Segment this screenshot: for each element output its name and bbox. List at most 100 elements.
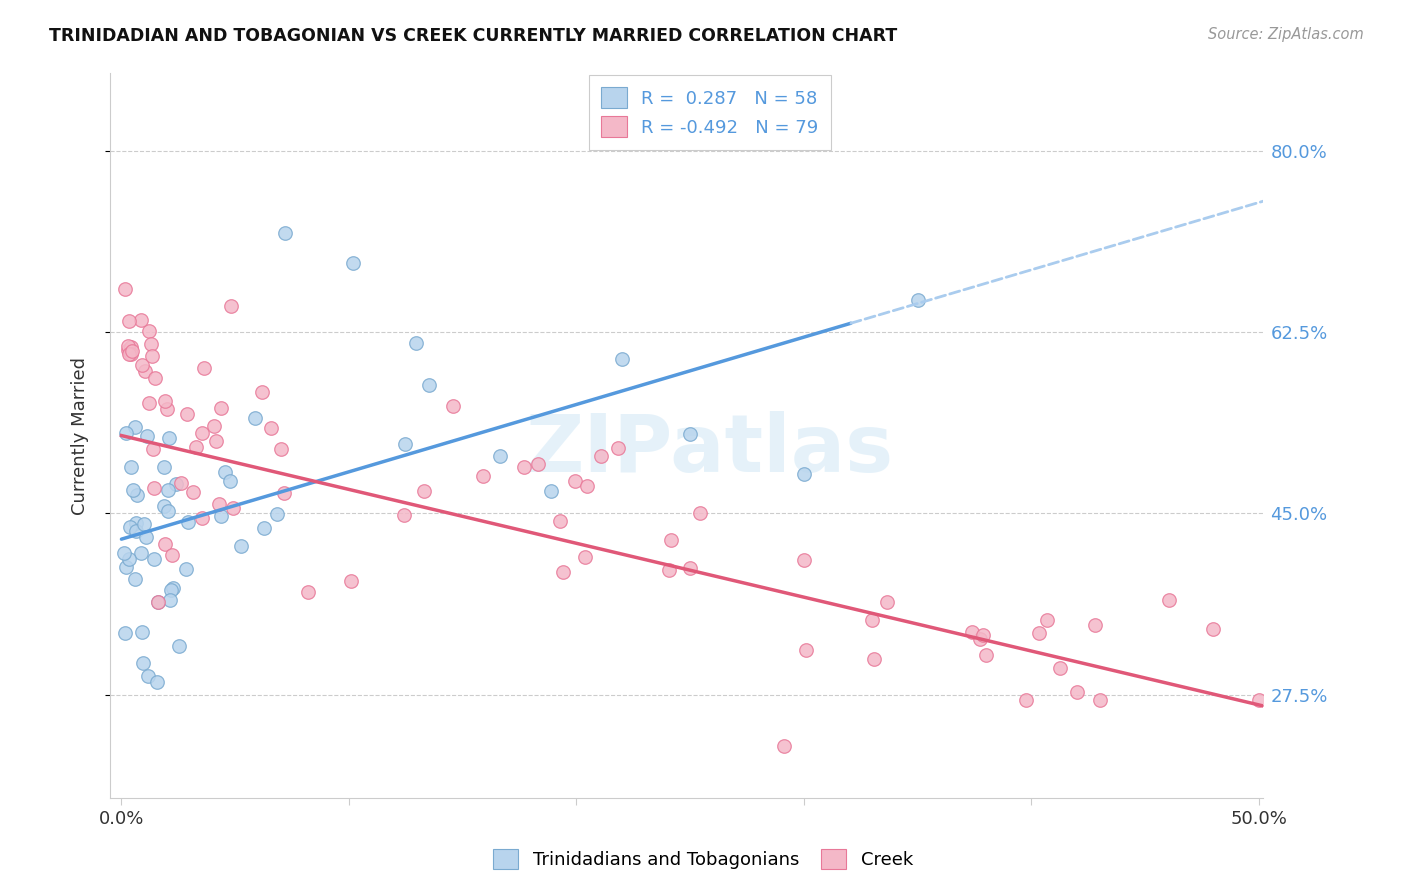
Point xyxy=(574,550,596,565)
Point xyxy=(405,335,427,350)
Point xyxy=(143,370,166,384)
Point xyxy=(214,466,236,480)
Point xyxy=(160,583,183,598)
Point xyxy=(124,419,146,434)
Point xyxy=(974,648,997,663)
Point xyxy=(120,520,142,534)
Point xyxy=(114,626,136,640)
Point xyxy=(793,467,815,481)
Point xyxy=(117,343,139,358)
Point xyxy=(860,613,883,627)
Point xyxy=(169,639,191,653)
Point xyxy=(134,364,156,378)
Point xyxy=(253,521,276,535)
Point xyxy=(136,429,159,443)
Point xyxy=(250,385,273,400)
Point xyxy=(1084,617,1107,632)
Point xyxy=(689,506,711,520)
Point xyxy=(124,572,146,586)
Point xyxy=(413,484,436,499)
Point xyxy=(773,739,796,754)
Point xyxy=(907,293,929,307)
Legend: Trinidadians and Tobagonians, Creek: Trinidadians and Tobagonians, Creek xyxy=(484,839,922,879)
Point xyxy=(1066,685,1088,699)
Point xyxy=(146,675,169,690)
Point xyxy=(157,504,180,518)
Point xyxy=(441,399,464,413)
Point xyxy=(793,552,815,566)
Point xyxy=(193,361,215,376)
Point xyxy=(392,508,415,522)
Point xyxy=(266,508,288,522)
Point xyxy=(129,313,152,327)
Point xyxy=(1159,593,1181,607)
Point xyxy=(297,584,319,599)
Point xyxy=(138,324,160,338)
Point xyxy=(209,509,232,524)
Point xyxy=(340,574,363,589)
Point xyxy=(143,551,166,566)
Text: Source: ZipAtlas.com: Source: ZipAtlas.com xyxy=(1208,27,1364,42)
Point xyxy=(141,349,163,363)
Point xyxy=(125,524,148,538)
Point xyxy=(527,457,550,471)
Point xyxy=(513,459,536,474)
Point xyxy=(274,226,297,240)
Legend: R =  0.287   N = 58, R = -0.492   N = 79: R = 0.287 N = 58, R = -0.492 N = 79 xyxy=(589,75,831,150)
Point xyxy=(1015,692,1038,706)
Point xyxy=(589,449,612,463)
Point xyxy=(114,425,136,440)
Point xyxy=(136,669,159,683)
Point xyxy=(120,340,142,354)
Point xyxy=(209,401,232,415)
Point xyxy=(551,565,574,579)
Point xyxy=(174,562,197,576)
Point xyxy=(139,336,162,351)
Point xyxy=(132,517,155,532)
Point xyxy=(114,559,136,574)
Point xyxy=(131,358,153,372)
Point xyxy=(794,642,817,657)
Point xyxy=(540,484,562,499)
Point xyxy=(125,516,148,530)
Point xyxy=(202,419,225,434)
Point xyxy=(118,314,141,328)
Point xyxy=(186,440,208,454)
Point xyxy=(610,351,633,366)
Point xyxy=(219,299,242,313)
Point xyxy=(114,282,136,296)
Point xyxy=(564,474,586,488)
Point xyxy=(969,632,991,647)
Point xyxy=(342,256,364,270)
Point xyxy=(1247,692,1270,706)
Point xyxy=(394,437,416,451)
Point xyxy=(118,347,141,361)
Point xyxy=(131,625,153,640)
Point xyxy=(1049,661,1071,675)
Point xyxy=(165,477,187,491)
Point xyxy=(153,393,176,408)
Point xyxy=(270,442,292,457)
Point xyxy=(146,595,169,609)
Point xyxy=(876,595,898,609)
Point xyxy=(148,595,170,609)
Point xyxy=(118,552,141,566)
Point xyxy=(132,657,155,671)
Point xyxy=(138,396,160,410)
Point xyxy=(243,410,266,425)
Point xyxy=(488,449,510,463)
Point xyxy=(222,501,245,516)
Point xyxy=(156,401,179,416)
Point xyxy=(156,483,179,497)
Point xyxy=(152,460,174,475)
Point xyxy=(972,628,994,642)
Point xyxy=(606,441,628,455)
Point xyxy=(157,431,180,445)
Point xyxy=(418,377,440,392)
Point xyxy=(273,485,295,500)
Point xyxy=(190,511,212,525)
Point xyxy=(162,581,184,595)
Point xyxy=(863,652,886,666)
Point xyxy=(679,561,702,575)
Point xyxy=(1202,622,1225,636)
